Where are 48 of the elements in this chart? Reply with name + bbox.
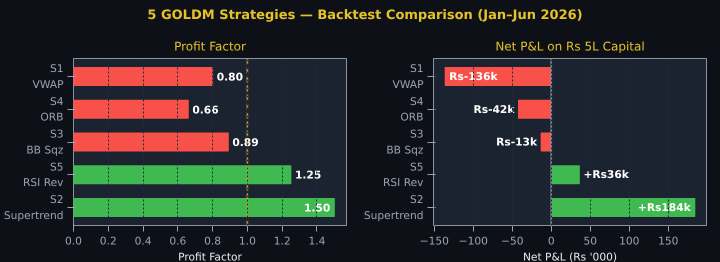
bar	[550, 165, 580, 184]
data-label: 1.25	[294, 168, 322, 182]
data-label: Rs-42k	[474, 102, 516, 116]
bar	[74, 67, 214, 86]
x-tick-label: 1.4	[308, 234, 326, 248]
x-tick-label: 0.8	[204, 234, 222, 248]
y-tick-label: S3 BB Sqz	[386, 128, 424, 156]
chart-title: Net P&L on Rs 5L Capital	[495, 40, 645, 54]
data-label: 0.66	[192, 103, 219, 116]
y-tick-label: S3 BB Sqz	[26, 128, 64, 156]
x-tick-label: 100	[619, 234, 640, 248]
y-tick-label: S4 ORB	[40, 94, 64, 124]
data-label: +Rs36k	[583, 168, 630, 182]
bar	[518, 100, 552, 119]
bar	[74, 100, 189, 119]
x-tick-label: 1.0	[238, 234, 256, 248]
x-tick-label: −100	[458, 234, 488, 248]
y-tick-label: S4 ORB	[400, 94, 424, 124]
data-label: +Rs184k	[638, 200, 692, 214]
x-tick-label: 0	[548, 234, 555, 248]
x-tick-label: 0.6	[169, 234, 187, 248]
data-label: 0.80	[216, 70, 243, 84]
y-tick-label: S1 VWAP	[32, 62, 64, 91]
bar	[540, 132, 552, 152]
x-tick-label: 0.0	[65, 234, 82, 248]
y-tick-label: S2 Supertrend	[364, 193, 424, 222]
x-tick-label: −150	[420, 234, 450, 248]
data-label: Rs-136k	[449, 70, 499, 84]
x-tick-label: 50	[584, 234, 598, 248]
x-axis-title: Net P&L (Rs '000)	[522, 250, 618, 262]
y-tick-label: S5 RSI Rev	[383, 160, 424, 190]
x-tick-label: 1.2	[274, 234, 291, 248]
bar	[550, 198, 696, 217]
chart-title: Profit Factor	[174, 40, 246, 54]
x-tick-label: 0.4	[134, 234, 152, 248]
text: 5 GOLDM Strategies — Backtest Comparison (Jan–Jun 2026)	[147, 7, 583, 25]
bar	[74, 165, 292, 184]
bar	[74, 198, 335, 217]
bar	[74, 132, 229, 152]
data-label: 1.50	[304, 201, 330, 214]
x-tick-label: 0.2	[100, 234, 117, 248]
y-tick-label: S1 VWAP	[392, 62, 424, 91]
x-tick-label: 150	[658, 234, 679, 248]
x-axis-title: Profit Factor	[178, 250, 243, 262]
y-tick-label: S5 RSI Rev	[23, 160, 64, 190]
x-tick-label: −50	[501, 234, 524, 248]
y-tick-label: S2 Supertrend	[4, 193, 64, 222]
data-label: Rs-13k	[496, 136, 538, 148]
